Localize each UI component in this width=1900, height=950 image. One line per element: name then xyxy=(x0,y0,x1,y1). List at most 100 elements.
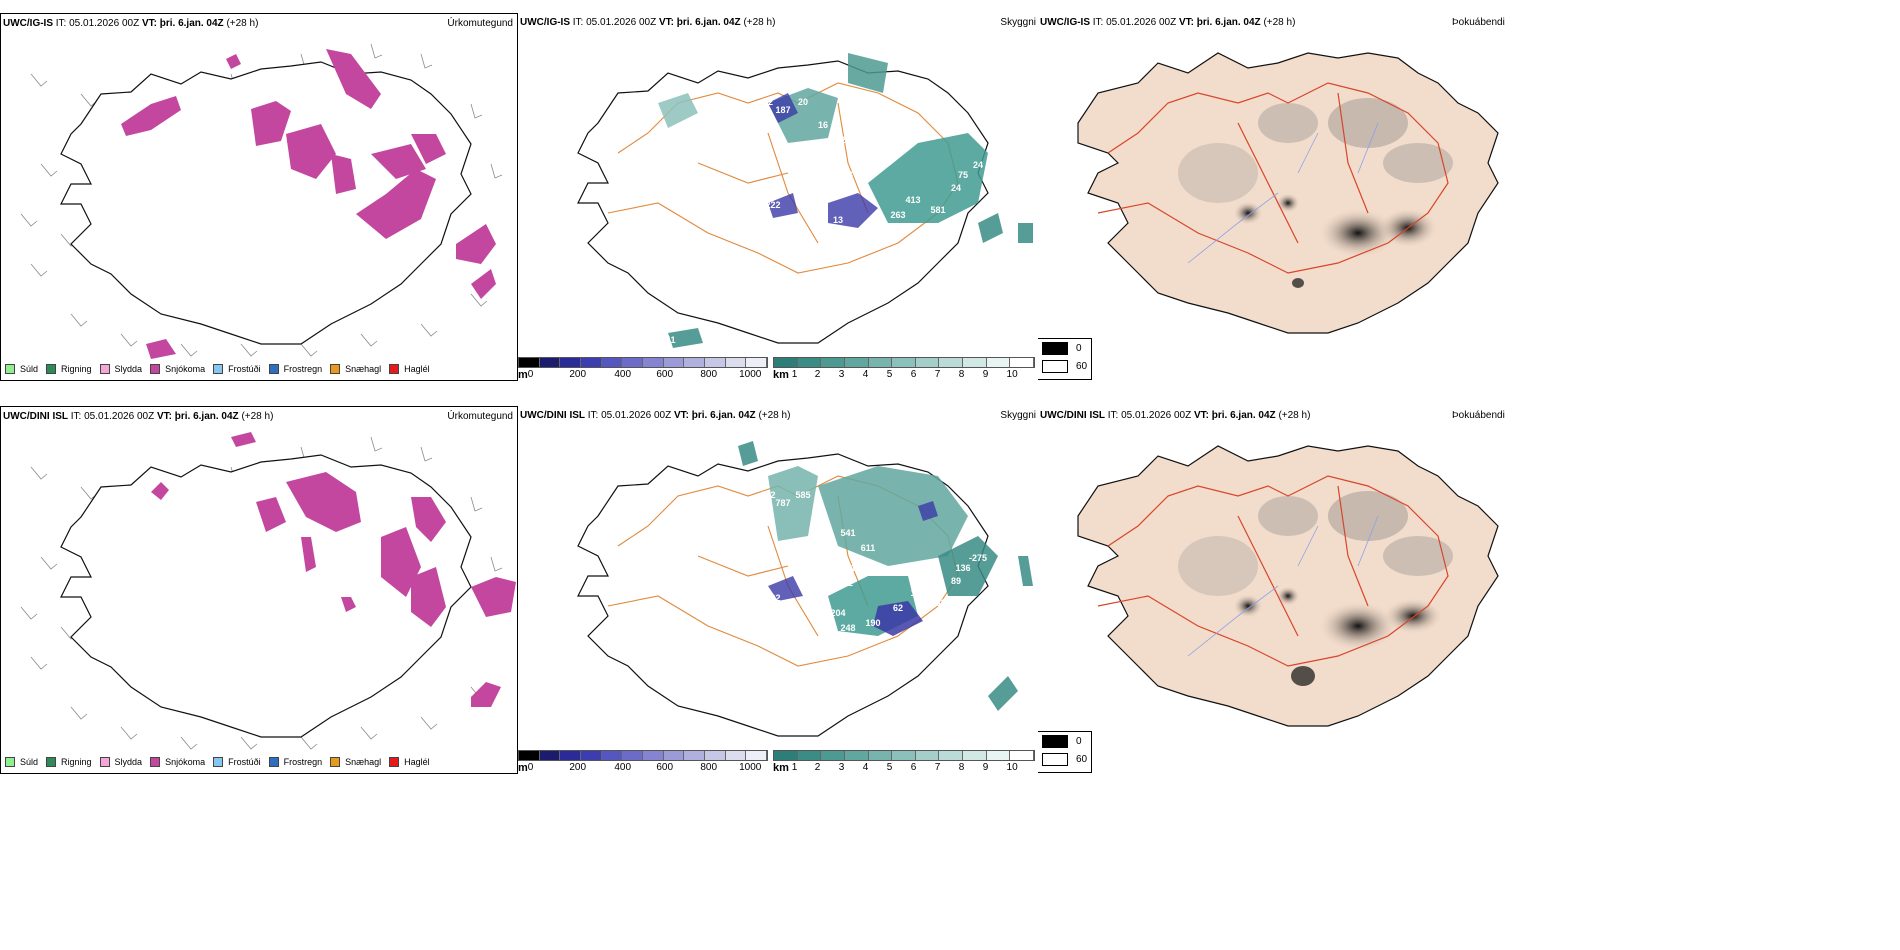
cloud-base-label: 787 xyxy=(775,498,790,508)
cloud-base-label: 399 xyxy=(640,490,655,500)
precip-map xyxy=(20,43,503,359)
cloud-base-label: 204 xyxy=(830,608,845,618)
legend-swatch xyxy=(389,364,400,374)
cloud-base-label: 389 xyxy=(815,155,830,165)
cloud-base-label: 187 xyxy=(775,105,790,115)
legend-swatch xyxy=(46,364,57,374)
cloud-base-label: -275 xyxy=(969,553,987,563)
legend-item: Snjókoma xyxy=(150,364,205,374)
legend-item: Frostúði xyxy=(213,757,261,767)
fog-legend-row: 0 xyxy=(1038,339,1091,357)
cloud-base-label: 248 xyxy=(840,623,855,633)
cloud-base-label: 292 xyxy=(760,490,775,500)
colorbar-tick: 7 xyxy=(934,762,941,773)
iceland-coast xyxy=(60,61,472,345)
cloud-base-label: 413 xyxy=(905,195,920,205)
fog-panel-row1: UWC/IG-IS IT: 05.01.2026 00Z VT: þri. 6.… xyxy=(1038,13,1900,381)
legend-item: Frostúði xyxy=(213,364,261,374)
colorbar-tick: 800 xyxy=(700,369,718,380)
fog-blobs xyxy=(1178,491,1453,686)
cloud-base-label: 18 xyxy=(663,728,673,738)
legend-item: Súld xyxy=(5,757,38,767)
fog-map xyxy=(1077,445,1499,727)
colorbar-tick: 3 xyxy=(838,369,845,380)
cloud-base-label: 541 xyxy=(840,563,855,573)
legend-swatch xyxy=(150,757,161,767)
fog-swatch xyxy=(1042,341,1068,355)
colorbar-tick: 0 xyxy=(527,369,534,380)
precip-map xyxy=(20,432,516,750)
colorbar-tick: 9 xyxy=(982,762,989,773)
colorbar-ticks: m 0 200 400 600 800 1000 xyxy=(518,761,768,774)
legend-swatch xyxy=(99,757,110,767)
cloud-base-label: 70 xyxy=(753,195,763,205)
cloud-base-colorbar: m 0 200 400 600 800 1000 xyxy=(518,357,768,381)
legend-item: Snæhagl xyxy=(330,364,381,374)
cloud-base-label: 190 xyxy=(865,618,880,628)
legend-swatch xyxy=(213,757,224,767)
rivers xyxy=(1187,515,1379,657)
legend-item: Frostregn xyxy=(268,757,322,767)
cloud-base-label: 585 xyxy=(795,490,810,500)
colorbar-ticks: km 1 2 3 4 5 6 7 8 9 10 xyxy=(773,368,1035,381)
cloud-base-label: 156 xyxy=(840,230,855,240)
panel-type-title: Skyggni xyxy=(1000,17,1036,28)
panel-type-title: Úrkomutegund xyxy=(447,411,513,422)
colorbar-tick: 7 xyxy=(934,369,941,380)
cloud-panel-row2: UWC/DINI ISL IT: 05.01.2026 00Z VT: þri.… xyxy=(518,406,1038,774)
legend-item: Snjókoma xyxy=(150,757,205,767)
roads xyxy=(1097,475,1449,667)
visibility-colorbar: km 1 2 3 4 5 6 7 8 9 10 xyxy=(773,357,1035,381)
colorbar-unit: m xyxy=(518,369,528,381)
colorbar-strip xyxy=(518,357,768,368)
legend-item: Haglél xyxy=(389,757,430,767)
colorbar-unit: km xyxy=(773,369,789,381)
legend-swatch xyxy=(5,757,15,767)
cloud-base-label: 22 xyxy=(818,513,828,523)
colorbar-tick: 4 xyxy=(862,762,869,773)
fog-map xyxy=(1077,52,1499,334)
cloud-base-label: 75 xyxy=(958,170,968,180)
colorbar-tick: 400 xyxy=(614,762,632,773)
cloud-base-label: 136 xyxy=(955,563,970,573)
panel-header: UWC/IG-IS IT: 05.01.2026 00Z VT: þri. 6.… xyxy=(520,17,776,28)
cloud-base-label: 24 xyxy=(951,183,961,193)
fog-swatch xyxy=(1042,734,1068,748)
legend-item: Súld xyxy=(5,364,38,374)
colorbar-tick: 8 xyxy=(958,762,965,773)
legend-item: Frostregn xyxy=(268,364,322,374)
snow-areas xyxy=(121,49,496,359)
colorbar-tick: 400 xyxy=(614,369,632,380)
colorbar-tick: 600 xyxy=(656,762,674,773)
cloud-base-label: 621 xyxy=(815,548,830,558)
colorbar-unit: km xyxy=(773,762,789,774)
colorbar-tick: 10 xyxy=(1006,762,1018,773)
fog-panel-row2: UWC/DINI ISL IT: 05.01.2026 00Z VT: þri.… xyxy=(1038,406,1900,774)
colorbar-tick: 6 xyxy=(910,762,917,773)
legend-swatch xyxy=(268,364,279,374)
colorbar-tick: 1000 xyxy=(739,369,762,380)
legend-swatch xyxy=(213,364,224,374)
colorbar-tick: 5 xyxy=(886,369,893,380)
colorbar-tick: 3 xyxy=(838,762,845,773)
legend-swatch xyxy=(150,364,161,374)
cloud-base-colorbar: m 0 200 400 600 800 1000 xyxy=(518,750,768,774)
cloud-base-label: 541 xyxy=(750,588,765,598)
legend-item: Rigning xyxy=(46,757,92,767)
panel-header: UWC/IG-IS IT: 05.01.2026 00Z VT: þri. 6.… xyxy=(1040,17,1296,28)
cloud-panel-row1: UWC/IG-IS IT: 05.01.2026 00Z VT: þri. 6.… xyxy=(518,13,1038,381)
cloud-base-label: 263 xyxy=(890,210,905,220)
panel-type-title: Úrkomutegund xyxy=(447,18,513,29)
legend-item: Haglél xyxy=(389,364,430,374)
colorbar-strip xyxy=(518,750,768,761)
cloud-base-label: 581 xyxy=(930,205,945,215)
legend-item: Slydda xyxy=(99,364,142,374)
colorbar-tick: 8 xyxy=(958,369,965,380)
legend-swatch xyxy=(389,757,400,767)
cloud-base-label: 326 xyxy=(825,175,840,185)
cloud-base-label: 22 xyxy=(763,97,773,107)
cloud-base-label: 268 xyxy=(840,135,855,145)
panel-header: UWC/DINI ISL IT: 05.01.2026 00Z VT: þri.… xyxy=(3,411,274,422)
fog-legend-row: 0 xyxy=(1038,732,1091,750)
cloud-base-label: 173 xyxy=(865,225,880,235)
